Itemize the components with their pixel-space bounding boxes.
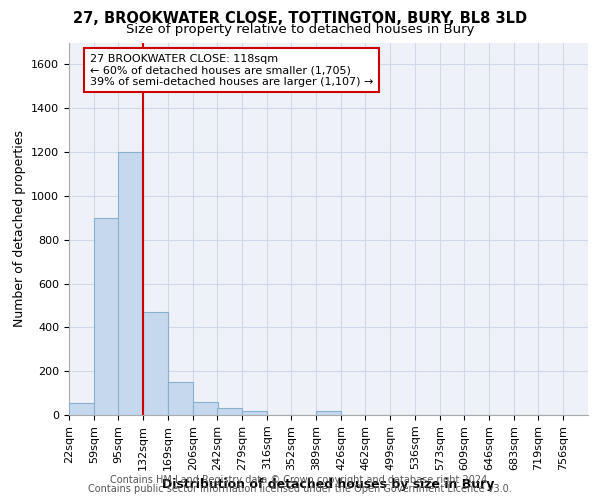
Text: Size of property relative to detached houses in Bury: Size of property relative to detached ho… <box>126 22 474 36</box>
Text: 27, BROOKWATER CLOSE, TOTTINGTON, BURY, BL8 3LD: 27, BROOKWATER CLOSE, TOTTINGTON, BURY, … <box>73 11 527 26</box>
X-axis label: Distribution of detached houses by size in Bury: Distribution of detached houses by size … <box>163 478 494 491</box>
Bar <box>168 382 193 415</box>
Y-axis label: Number of detached properties: Number of detached properties <box>13 130 26 327</box>
Text: 27 BROOKWATER CLOSE: 118sqm
← 60% of detached houses are smaller (1,705)
39% of : 27 BROOKWATER CLOSE: 118sqm ← 60% of det… <box>90 54 373 87</box>
Bar <box>118 152 143 415</box>
Bar <box>143 312 168 415</box>
Bar <box>242 410 267 415</box>
Text: Contains HM Land Registry data © Crown copyright and database right 2024.: Contains HM Land Registry data © Crown c… <box>110 475 490 485</box>
Bar <box>94 218 119 415</box>
Text: Contains public sector information licensed under the Open Government Licence v3: Contains public sector information licen… <box>88 484 512 494</box>
Bar <box>217 408 242 415</box>
Bar <box>69 403 94 415</box>
Bar <box>193 402 218 415</box>
Bar <box>316 410 341 415</box>
